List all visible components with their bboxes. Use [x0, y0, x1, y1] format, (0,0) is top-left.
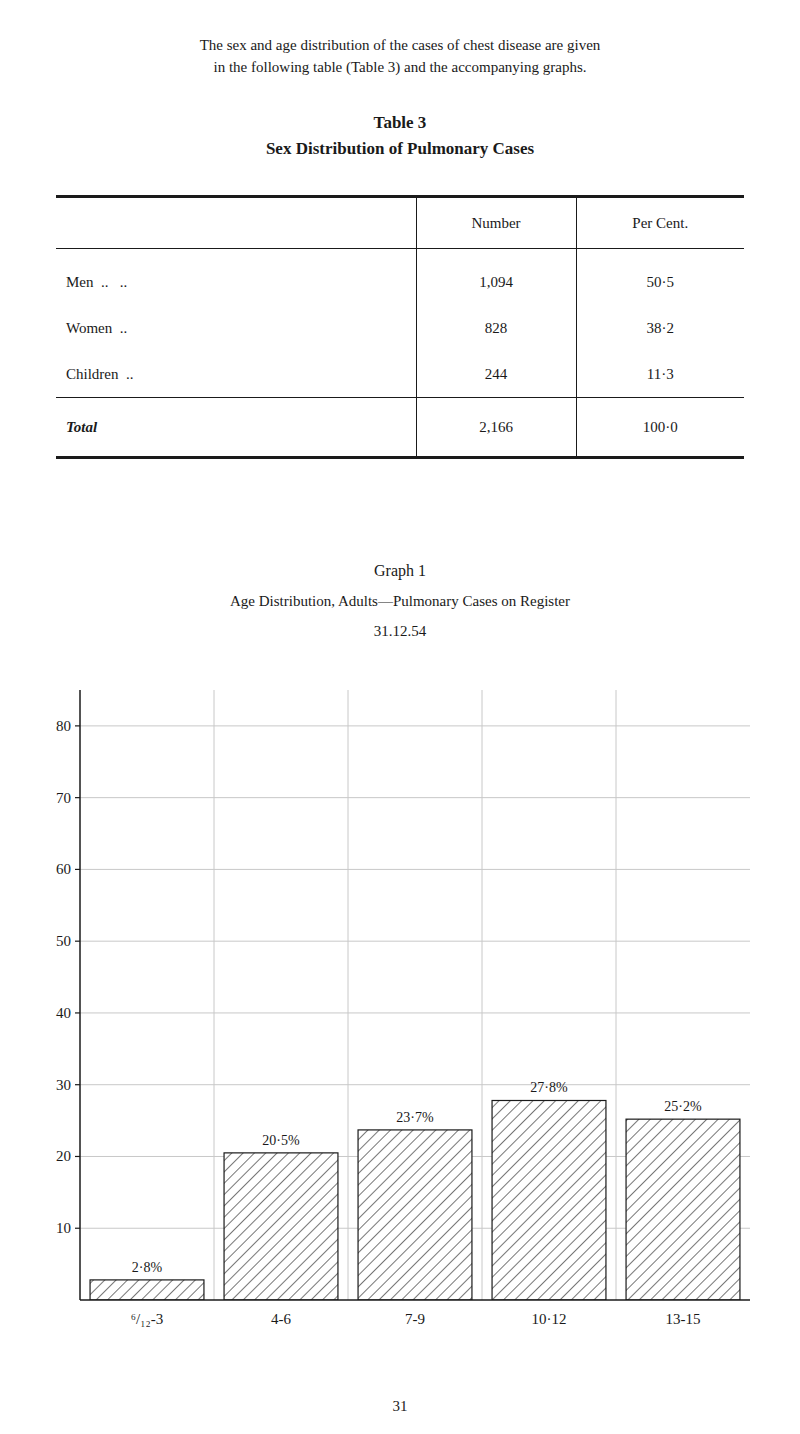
table-title: Table 3	[0, 110, 800, 136]
y-tick-label: 70	[56, 790, 71, 806]
data-label: 20·5%	[262, 1133, 300, 1148]
data-label: 25·2%	[664, 1099, 702, 1114]
y-tick-label: 50	[56, 933, 71, 949]
chart-title: Graph 1	[0, 560, 800, 582]
table-total-row: Total2,166100·0	[56, 398, 744, 458]
table-cell	[56, 197, 416, 249]
x-tick-label: 13-15	[666, 1311, 701, 1327]
y-tick	[75, 1228, 80, 1229]
y-axis-line	[79, 690, 81, 1300]
x-tick-label: ⁶/₁₂-3	[131, 1311, 163, 1327]
grid-line	[80, 725, 750, 726]
row-number: 1,094	[416, 249, 576, 306]
total-number: 2,166	[416, 398, 576, 458]
y-tick-label: 40	[56, 1005, 71, 1021]
table-row: Men .. ..1,09450·5	[56, 249, 744, 306]
grid-line	[80, 869, 750, 870]
x-tick-label: 4-6	[271, 1311, 291, 1327]
table: NumberPer Cent.Men .. ..1,09450·5Women .…	[56, 195, 744, 459]
row-percent: 38·2	[576, 305, 744, 351]
data-label: 23·7%	[396, 1110, 434, 1125]
y-tick-label: 30	[56, 1077, 71, 1093]
table-row: Children ..24411·3	[56, 351, 744, 398]
chart: 2·8% 20·5% 23·7% 27·8% 25·2% 10 20 30 40 50 60 70 80…	[0, 660, 800, 1350]
y-tick	[75, 725, 80, 726]
grid-line	[80, 1084, 750, 1085]
y-tick	[75, 1084, 80, 1085]
row-percent: 11·3	[576, 351, 744, 398]
column-header: Number	[416, 197, 576, 249]
y-tick	[75, 1156, 80, 1157]
x-tick-label: 10·12	[532, 1311, 567, 1327]
page-number: 31	[0, 1395, 800, 1417]
page-number-block: 31	[0, 1395, 800, 1417]
grid-line	[80, 941, 750, 942]
table-header-row: NumberPer Cent.	[56, 197, 744, 249]
bars	[90, 1100, 740, 1300]
page-text-line: The sex and age distribution of the case…	[0, 34, 800, 56]
bar	[90, 1280, 204, 1300]
column-header: Per Cent.	[576, 197, 744, 249]
bar	[224, 1153, 338, 1300]
row-number: 828	[416, 305, 576, 351]
y-tick	[75, 869, 80, 870]
y-tick-label: 60	[56, 861, 71, 877]
x-axis-line	[80, 1299, 750, 1301]
data-label: 2·8%	[132, 1260, 163, 1275]
y-tick-label: 80	[56, 718, 71, 734]
row-percent: 50·5	[576, 249, 744, 306]
category-divider	[214, 690, 215, 1300]
page-text-line: in the following table (Table 3) and the…	[0, 56, 800, 78]
total-label: Total	[56, 398, 416, 458]
chart-annotation: 31.12.54	[0, 620, 800, 642]
x-tick-label: 7-9	[405, 1311, 425, 1327]
row-label: Women ..	[56, 305, 416, 351]
category-divider	[348, 690, 349, 1300]
row-label: Children ..	[56, 351, 416, 398]
chart-heading: Graph 1 Age Distribution, Adults—Pulmonar…	[0, 560, 800, 642]
table-heading: Table 3Sex Distribution of Pulmonary Cas…	[0, 110, 800, 162]
bar	[626, 1119, 740, 1300]
bar	[492, 1100, 606, 1300]
chart-subtitle: Age Distribution, Adults—Pulmonary Cases…	[0, 590, 800, 612]
table-row: Women ..82838·2	[56, 305, 744, 351]
y-tick	[75, 941, 80, 942]
y-tick	[75, 1012, 80, 1013]
y-tick	[75, 797, 80, 798]
data-label: 27·8%	[530, 1080, 568, 1095]
grid-line	[80, 1012, 750, 1013]
table-subtitle: Sex Distribution of Pulmonary Cases	[0, 136, 800, 162]
category-divider	[616, 690, 617, 1300]
grid-line	[80, 797, 750, 798]
row-label: Men .. ..	[56, 249, 416, 306]
row-number: 244	[416, 351, 576, 398]
y-tick-label: 20	[56, 1148, 71, 1164]
total-percent: 100·0	[576, 398, 744, 458]
category-divider	[482, 690, 483, 1300]
page-text: The sex and age distribution of the case…	[0, 34, 800, 78]
y-tick-label: 10	[56, 1220, 71, 1236]
bar	[358, 1130, 472, 1300]
